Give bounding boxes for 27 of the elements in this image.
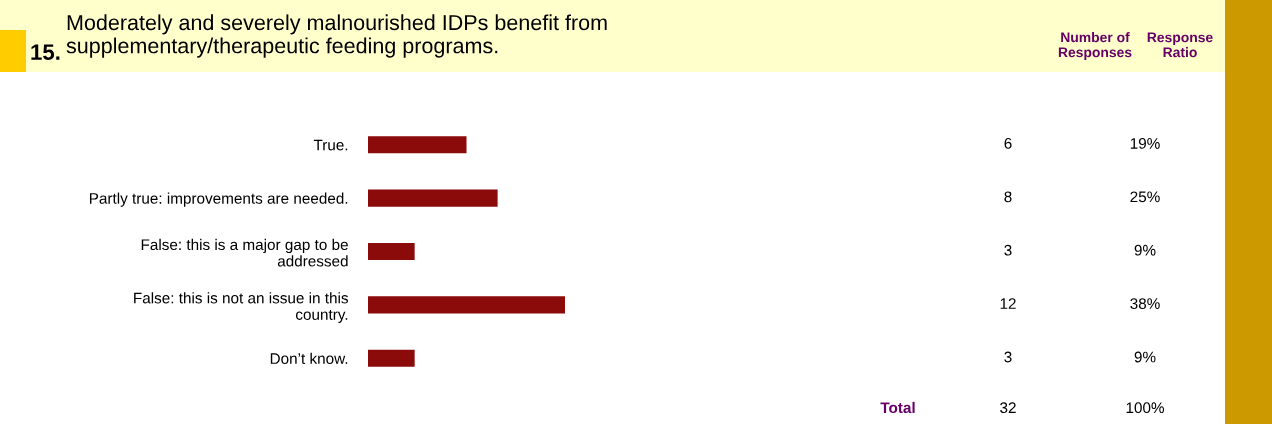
chart-title: Moderately and severely malnourished IDPs benefit from supplementary/therapeutic feeding programs. (66, 14, 607, 58)
text: 32 (1000, 402, 1016, 414)
text: 6 (1004, 137, 1012, 149)
text: 3 (1004, 351, 1012, 363)
bar (368, 189, 498, 207)
text: Number of Responses (1058, 32, 1132, 60)
y-tick-label: False: this is a major gap to be addressed (141, 238, 348, 267)
text: 100% (1126, 402, 1164, 414)
data-label: 25% (1130, 191, 1160, 203)
data-label: 9% (1134, 244, 1156, 256)
text: 12 (1000, 298, 1016, 309)
bar (368, 136, 467, 154)
text: 8 (1004, 191, 1012, 203)
text: Total (880, 401, 915, 414)
text: 15. (31, 44, 60, 60)
data-label: 38% (1130, 298, 1160, 309)
bar (368, 242, 415, 261)
text: Response Ratio (1147, 32, 1213, 58)
y-tick-label: False: this is not an issue in this country. (134, 292, 349, 323)
y-tick-label: Partly true: improvements are needed. (89, 192, 348, 207)
bar (368, 296, 565, 314)
y-tick-label: True. (313, 139, 348, 151)
data-label: 19% (1130, 137, 1160, 149)
data-label: 9% (1134, 351, 1156, 363)
text: 3 (1004, 244, 1012, 256)
y-tick-label: Don’t know. (270, 352, 348, 364)
bar (368, 349, 415, 367)
